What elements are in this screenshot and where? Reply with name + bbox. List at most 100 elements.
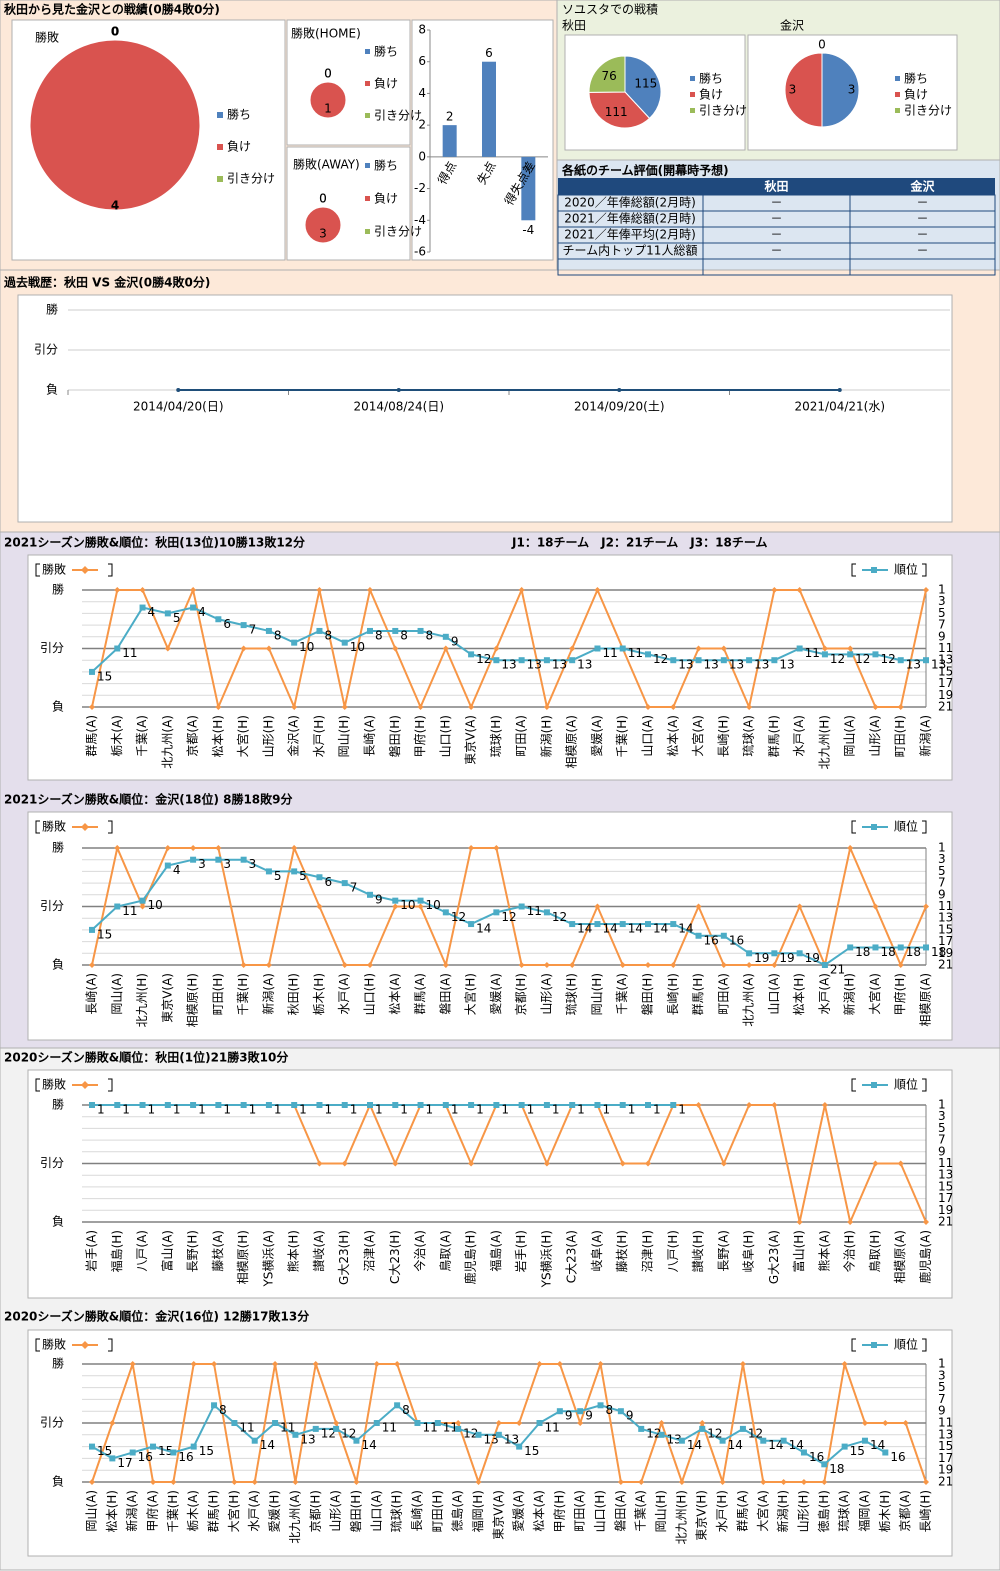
- rank-marker: [518, 1102, 525, 1108]
- x-tick-label: 2014/04/20(日): [133, 400, 224, 414]
- x-tick-label: 新潟(A): [260, 973, 275, 1015]
- legend-swatch: [365, 113, 370, 118]
- rank-label: 1: [426, 1103, 434, 1117]
- y2-tick-label: 11: [938, 899, 953, 913]
- result-marker: [719, 1479, 726, 1485]
- x-tick-label: 沼津(A): [363, 1230, 377, 1272]
- legend-bracket: [35, 820, 40, 834]
- x-tick-label: 京都(A): [898, 1490, 912, 1532]
- rank-label: 3: [223, 857, 231, 871]
- rank-marker: [518, 903, 525, 910]
- rank-marker: [720, 932, 727, 939]
- rank-label: 18: [931, 945, 946, 959]
- result-marker: [536, 1361, 543, 1367]
- x-tick-label: 長崎(H): [666, 973, 680, 1015]
- x-tick-label: 栃木(H): [878, 1490, 892, 1532]
- rank-marker: [417, 1102, 424, 1108]
- y2-tick-label: 19: [938, 1463, 953, 1477]
- x-tick-label: 東京V(A): [491, 1490, 505, 1540]
- result-marker: [821, 1479, 828, 1485]
- chart-title: 2020シーズン勝敗&順位：金沢(16位) 12勝17敗13分: [4, 1309, 309, 1324]
- rank-label: 8: [426, 628, 434, 642]
- rank-marker: [164, 862, 171, 869]
- result-marker: [645, 962, 651, 968]
- rank-label: 15: [199, 1444, 214, 1458]
- x-tick-label: 群馬(A): [413, 973, 427, 1015]
- rank-label: 14: [602, 922, 617, 936]
- rank-label: 16: [138, 1450, 153, 1464]
- result-marker: [89, 704, 95, 710]
- rank-label: 13: [667, 1432, 682, 1446]
- rank-marker: [150, 1443, 157, 1450]
- rank-marker: [373, 1420, 380, 1426]
- rank-marker: [139, 604, 146, 611]
- rank-label: 11: [527, 904, 542, 918]
- legend-swatch: [217, 112, 223, 118]
- legend-label: 引き分け: [699, 104, 747, 118]
- x-tick-label: 富山(A): [159, 1230, 174, 1272]
- legend-marker: [871, 1342, 877, 1348]
- rank-label: 1: [198, 1103, 206, 1117]
- x-tick-label: 長崎(A): [85, 973, 99, 1015]
- x-tick-label: 磐田(A): [438, 973, 452, 1015]
- x-tick-label: 千葉(A): [615, 973, 629, 1015]
- legend-bracket: [922, 1078, 927, 1092]
- x-tick-label: 岐阜(H): [742, 1230, 756, 1272]
- rank-marker: [597, 1402, 604, 1409]
- legend-label: 負け: [904, 88, 928, 102]
- rank-label: 8: [375, 628, 383, 642]
- result-marker: [670, 962, 677, 968]
- result-marker: [720, 645, 727, 652]
- x-tick-label: 大宮(H): [235, 715, 250, 757]
- rank-marker: [468, 1102, 475, 1108]
- rank-marker: [442, 909, 449, 916]
- result-marker: [872, 704, 879, 710]
- rank-label: 9: [565, 1409, 573, 1423]
- x-tick-label: G大23(H): [337, 1230, 351, 1285]
- result-marker: [417, 704, 424, 710]
- result-marker: [577, 1420, 584, 1426]
- series-line: [91, 606, 926, 673]
- result-marker: [231, 1479, 238, 1485]
- rank-marker: [190, 1443, 197, 1450]
- pie-label: 0: [319, 192, 327, 206]
- result-marker: [164, 645, 171, 652]
- x-tick-label: 愛媛(A): [512, 1490, 526, 1532]
- x-tick-label: 長崎(A): [363, 715, 377, 757]
- x-tick-label: 山口(A): [641, 715, 655, 757]
- rank-label: 1: [350, 1103, 358, 1117]
- rank-label: 12: [463, 1426, 478, 1440]
- rank-label: 1: [527, 1103, 535, 1117]
- rank-marker: [796, 950, 803, 957]
- rank-marker: [434, 1420, 441, 1426]
- table-cell: －: [916, 244, 928, 258]
- chart-title: 2021シーズン勝敗&順位：秋田(13位)10勝13敗12分: [4, 535, 305, 550]
- rank-marker: [367, 1102, 373, 1108]
- x-tick-label: 北九州(H): [674, 1490, 688, 1544]
- rank-marker: [771, 657, 778, 664]
- legend-bracket: [851, 1338, 856, 1352]
- rank-marker: [796, 645, 803, 652]
- x-tick-label: 町田(A): [514, 715, 528, 757]
- x-tick-label: 甲府(H): [412, 715, 427, 757]
- legend-swatch: [365, 196, 370, 201]
- rank-marker: [417, 897, 424, 904]
- y2-tick-label: 15: [938, 922, 953, 936]
- x-tick-label: 北九州(H): [135, 973, 149, 1027]
- result-marker: [341, 704, 348, 710]
- x-tick-label: 磐田(H): [388, 715, 402, 757]
- x-tick-label: 松本(A): [666, 715, 680, 757]
- rank-marker: [645, 921, 651, 928]
- result-marker: [292, 1479, 299, 1485]
- rank-marker: [89, 668, 95, 675]
- result-marker: [847, 845, 854, 851]
- pie-label: 76: [601, 69, 616, 83]
- result-marker: [291, 845, 298, 851]
- legend-bracket: [35, 1338, 40, 1352]
- table-header-cell: 秋田: [764, 179, 788, 194]
- x-tick-label: 岡山(A): [85, 1490, 99, 1532]
- rank-marker: [495, 1431, 502, 1438]
- rank-marker: [341, 880, 348, 887]
- rank-label: 1: [375, 1103, 383, 1117]
